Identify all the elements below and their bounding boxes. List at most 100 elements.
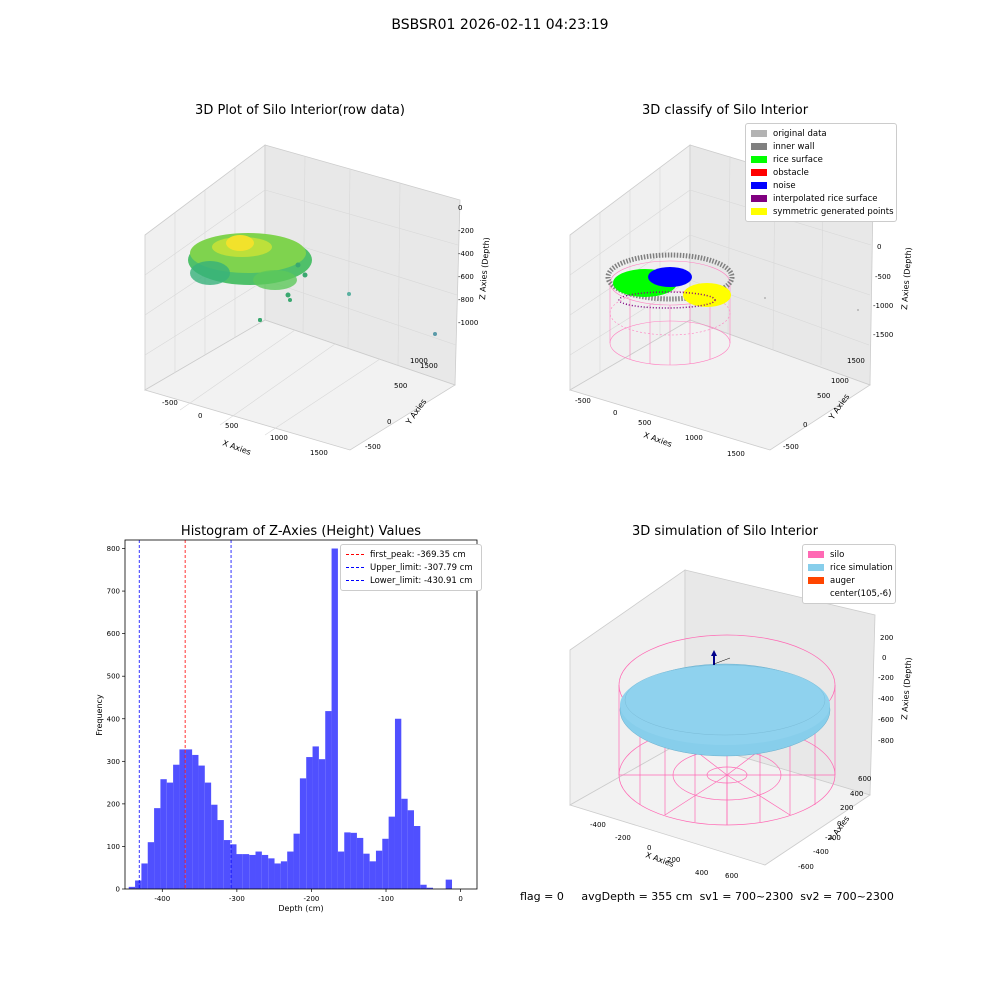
histogram-bar <box>388 816 395 889</box>
histogram-bar <box>236 854 243 889</box>
svg-text:1000: 1000 <box>831 377 849 385</box>
histogram-y-tick-label: 100 <box>107 843 120 851</box>
histogram-y-tick-label: 800 <box>107 545 120 553</box>
histogram-bar <box>204 782 212 889</box>
histogram-y-tick-label: 500 <box>107 673 120 681</box>
svg-text:-400: -400 <box>878 695 894 703</box>
histogram-bar <box>394 718 402 889</box>
svg-text:0: 0 <box>882 654 886 662</box>
legend-item-center: center(105,-6) <box>808 587 891 600</box>
classify-x-axis-label: X Axies <box>642 430 673 449</box>
histogram-bar <box>407 810 414 889</box>
classify-z-axis-label: Z Axies (Depth) <box>900 247 913 310</box>
svg-text:400: 400 <box>695 869 708 877</box>
raw-z-axis-label: Z Axies (Depth) <box>478 237 490 300</box>
svg-text:-800: -800 <box>458 296 474 304</box>
svg-text:400: 400 <box>850 790 863 798</box>
sv2-value: sv2 = 700~2300 <box>800 890 894 903</box>
histogram-bar <box>312 746 319 889</box>
svg-text:-600: -600 <box>798 863 814 871</box>
svg-text:1500: 1500 <box>727 450 745 458</box>
histogram-bar <box>217 820 224 889</box>
histogram-x-tick-label: -400 <box>154 895 170 903</box>
svg-text:-400: -400 <box>590 821 606 829</box>
histogram-bar <box>274 863 281 889</box>
svg-text:0: 0 <box>613 409 617 417</box>
histogram-bar <box>287 851 294 889</box>
histogram-bar <box>375 850 383 889</box>
raw-plot-title: 3D Plot of Silo Interior(row data) <box>195 103 405 118</box>
histogram-x-tick-label: -200 <box>303 895 319 903</box>
histogram-x-axis-label: Depth (cm) <box>278 904 323 913</box>
svg-text:1000: 1000 <box>685 434 703 442</box>
svg-text:-500: -500 <box>783 443 799 451</box>
histogram-y-axis-label: Frequency <box>95 694 104 736</box>
legend-item-silo: silo <box>808 548 890 561</box>
histogram-bar <box>173 764 180 889</box>
flag-value: flag = 0 <box>520 890 564 903</box>
svg-text:0: 0 <box>803 421 807 429</box>
svg-text:0: 0 <box>837 820 841 828</box>
histogram-bar <box>280 861 288 889</box>
svg-text:0: 0 <box>198 412 202 420</box>
histogram-bar <box>147 842 155 889</box>
legend-item-rice-simulation: rice simulation <box>808 561 893 574</box>
classify-plot-title: 3D classify of Silo Interior <box>641 103 809 118</box>
svg-text:0: 0 <box>877 243 881 251</box>
histogram-bar <box>318 759 326 889</box>
figure-title: BSBSR01 2026-02-11 04:23:19 <box>391 17 609 33</box>
histogram-bar <box>369 861 376 889</box>
svg-text:600: 600 <box>725 872 738 880</box>
svg-text:-200: -200 <box>458 227 474 235</box>
histogram-bar <box>413 826 421 889</box>
histogram-bar <box>401 798 408 889</box>
sv1-value: sv1 = 700~2300 <box>699 890 794 903</box>
histogram-bar <box>141 863 148 889</box>
histogram-bar <box>382 838 389 889</box>
svg-text:600: 600 <box>858 775 871 783</box>
svg-text:-1500: -1500 <box>873 331 893 339</box>
simulation-legend: silo rice simulation auger center(105,-6… <box>802 544 896 604</box>
simulation-3d-plot: -400 -200 0 200 400 600 -600 -400 -200 0 200 400 60… <box>568 569 913 880</box>
legend-item-rice-surface: rice surface <box>751 153 891 166</box>
histogram-bar <box>299 778 307 889</box>
histogram-bar <box>426 887 433 889</box>
svg-text:-600: -600 <box>878 716 894 724</box>
histogram-chart: -400 -300 -200 -100 0 0 100 200 300 400 500 600 700… <box>95 539 478 913</box>
histogram-bar <box>331 548 338 889</box>
legend-item-noise: noise <box>751 179 891 192</box>
svg-text:1000: 1000 <box>270 434 288 442</box>
histogram-bar <box>223 840 231 889</box>
svg-text:-200: -200 <box>615 834 631 842</box>
svg-text:-800: -800 <box>878 737 894 745</box>
svg-text:200: 200 <box>840 804 853 812</box>
histogram-bar <box>166 782 174 889</box>
histogram-legend: first_peak: -369.35 cm Upper_limit: -307… <box>340 544 482 591</box>
histogram-bar <box>268 858 275 889</box>
legend-item-interpolated-rice-surface: interpolated rice surface <box>751 192 891 205</box>
svg-text:1500: 1500 <box>310 449 328 457</box>
histogram-bar <box>160 779 167 889</box>
histogram-bar <box>261 854 269 889</box>
histogram-y-tick-label: 400 <box>107 715 120 723</box>
svg-text:-200: -200 <box>825 834 841 842</box>
classify-legend: original data inner wall rice surface ob… <box>745 123 897 222</box>
histogram-bar <box>154 808 161 889</box>
svg-text:1500: 1500 <box>847 357 865 365</box>
avg-depth-value: avgDepth = 355 cm <box>581 890 693 903</box>
svg-text:500: 500 <box>394 382 407 390</box>
histogram-y-tick-label: 600 <box>107 630 120 638</box>
raw-x-axis-label: X Axies <box>221 438 252 457</box>
histogram-bar <box>337 851 345 889</box>
svg-text:-400: -400 <box>458 250 474 258</box>
histogram-x-tick-label: 0 <box>458 895 462 903</box>
histogram-bar <box>363 853 370 889</box>
svg-text:-1000: -1000 <box>458 319 478 327</box>
svg-text:0: 0 <box>647 844 651 852</box>
svg-text:0: 0 <box>458 204 462 212</box>
svg-text:500: 500 <box>817 392 830 400</box>
simulation-plot-title: 3D simulation of Silo Interior <box>632 524 818 539</box>
histogram-bar <box>128 886 136 889</box>
legend-item-first-peak: first_peak: -369.35 cm <box>346 548 476 561</box>
